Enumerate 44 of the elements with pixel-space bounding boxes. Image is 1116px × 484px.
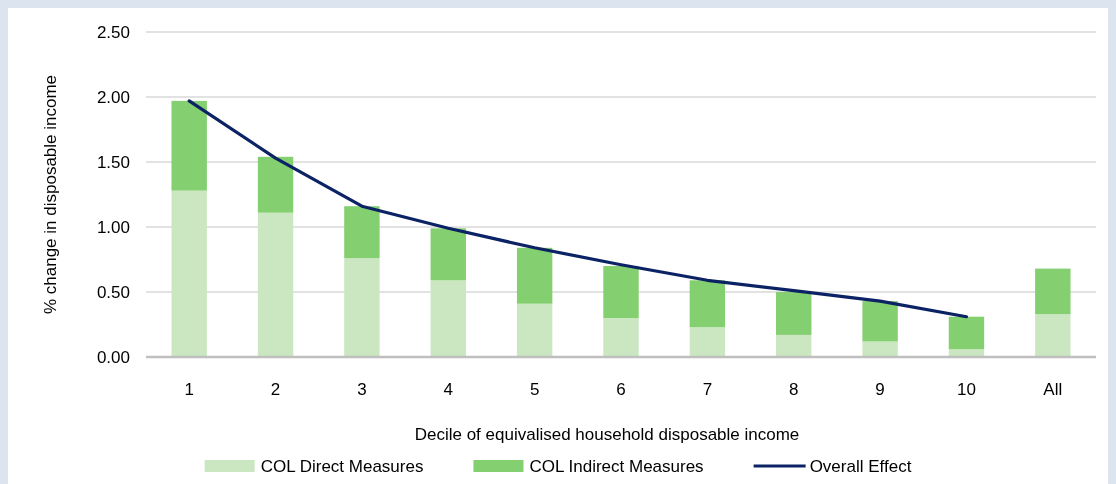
legend-label: Overall Effect — [809, 457, 912, 476]
y-tick-label: 2.50 — [96, 22, 130, 42]
bar — [689, 280, 726, 328]
bar — [1035, 314, 1071, 357]
bar — [257, 212, 294, 357]
bar — [344, 206, 380, 259]
y-tick-label: 1.00 — [96, 217, 130, 237]
y-tick-label: 0.50 — [96, 282, 130, 302]
x-tick-label: 5 — [529, 380, 540, 400]
bar — [1035, 268, 1071, 315]
bar — [689, 327, 726, 357]
y-tick-label: 2.00 — [96, 87, 130, 107]
y-tick-label: 0.00 — [96, 347, 130, 367]
x-tick-label: 6 — [616, 380, 626, 400]
bar — [862, 301, 898, 342]
x-tick-label: 1 — [184, 380, 194, 400]
x-tick-label: 7 — [702, 380, 713, 400]
legend-label: COL Direct Measures — [260, 457, 424, 476]
bar — [171, 100, 207, 191]
bar — [171, 190, 207, 357]
x-axis-title: Decile of equivalised household disposable income — [414, 425, 800, 444]
bar — [603, 266, 639, 318]
bar — [516, 247, 553, 304]
y-axis-title: % change in disposable income — [41, 74, 60, 315]
bar — [516, 303, 553, 357]
legend-label: COL Indirect Measures — [529, 457, 704, 476]
x-tick-label: 9 — [875, 380, 885, 400]
bar — [430, 228, 466, 281]
bar — [776, 292, 812, 335]
bar — [344, 258, 380, 357]
x-tick-label: 2 — [270, 380, 281, 400]
x-tick-label: 3 — [357, 380, 367, 400]
bar — [862, 341, 898, 357]
bar — [603, 318, 639, 357]
bar — [430, 280, 466, 357]
x-tick-label: 8 — [788, 380, 799, 400]
bar — [776, 334, 812, 357]
x-tick-label: 10 — [956, 380, 976, 400]
y-tick-label: 1.50 — [96, 152, 130, 172]
bar — [948, 316, 985, 350]
x-tick-label: All — [1043, 380, 1063, 400]
line-series — [187, 99, 969, 319]
x-tick-label: 4 — [443, 380, 454, 400]
bar — [257, 156, 294, 213]
